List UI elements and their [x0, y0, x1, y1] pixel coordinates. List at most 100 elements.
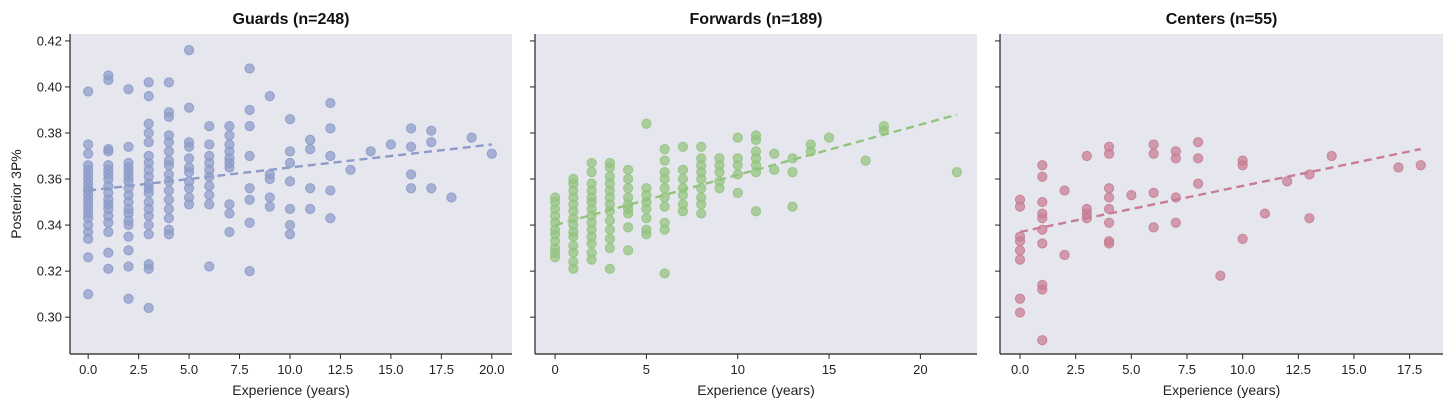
data-point	[1059, 249, 1070, 261]
data-point	[659, 173, 670, 185]
data-point	[163, 137, 174, 148]
data-point	[1014, 254, 1026, 265]
data-point	[103, 217, 114, 228]
data-point	[604, 243, 615, 254]
data-point	[345, 164, 356, 175]
data-point	[305, 203, 316, 215]
data-point	[163, 146, 174, 157]
y-axis-label: Posterior 3P%	[8, 149, 24, 238]
data-point	[163, 111, 174, 122]
data-point	[1103, 203, 1115, 215]
scatter-points	[83, 45, 497, 314]
data-point	[224, 199, 235, 210]
data-point	[264, 173, 275, 185]
data-point	[696, 173, 707, 185]
data-point	[204, 139, 215, 150]
data-point	[183, 153, 195, 164]
data-point	[1415, 160, 1426, 171]
panel-2: Centers (n=55) 0.0 2.5 5.0 7.5 10.0 12.5 15.0 17…	[995, 11, 1443, 398]
data-point	[659, 201, 670, 212]
x-tick-label: 0	[551, 362, 558, 377]
data-point	[244, 63, 255, 74]
data-point	[1059, 185, 1070, 196]
data-point	[1170, 153, 1181, 164]
data-point	[623, 222, 634, 233]
data-point	[224, 208, 235, 219]
data-point	[604, 263, 615, 274]
data-point	[284, 146, 296, 157]
data-point	[1037, 284, 1048, 295]
data-point	[244, 150, 255, 162]
data-point	[224, 130, 235, 141]
data-point	[714, 167, 725, 178]
x-tick-label: 5.0	[180, 362, 198, 377]
data-point	[163, 160, 174, 171]
panel-title: Guards (n=248)	[233, 11, 350, 28]
data-point	[641, 203, 652, 215]
data-point	[466, 132, 477, 143]
data-point	[1103, 217, 1115, 228]
data-point	[244, 183, 255, 194]
data-point	[1148, 139, 1159, 150]
data-point	[264, 192, 275, 203]
x-tick-label: 0.0	[1011, 362, 1029, 377]
data-point	[1237, 233, 1248, 244]
data-point	[426, 137, 437, 148]
data-point	[659, 192, 670, 203]
data-point	[325, 213, 336, 224]
data-point	[1103, 192, 1115, 203]
panel-0: Guards (n=248) 0.30 0.32 0.34 0.36 0.38 0.40 0.…	[8, 11, 512, 398]
data-point	[1014, 245, 1026, 256]
data-point	[284, 229, 296, 240]
x-tick-label: 2.5	[1067, 362, 1085, 377]
data-point	[244, 104, 255, 116]
data-point	[1126, 190, 1137, 201]
data-point	[1170, 217, 1181, 228]
data-point	[604, 162, 615, 173]
data-point	[1193, 178, 1204, 189]
data-point	[123, 261, 134, 272]
data-point	[1193, 137, 1204, 148]
data-point	[305, 134, 316, 145]
data-point	[123, 141, 134, 152]
data-point	[183, 199, 195, 210]
data-point	[264, 201, 275, 212]
trend-line	[88, 143, 492, 192]
data-point	[325, 97, 336, 109]
trend-line	[1019, 147, 1421, 234]
data-point	[568, 247, 579, 258]
data-point	[204, 261, 215, 272]
data-point	[143, 118, 154, 129]
x-tick-label: 0.0	[79, 362, 97, 377]
data-point	[83, 252, 94, 263]
data-point	[244, 120, 255, 132]
x-tick-label: 7.5	[1178, 362, 1196, 377]
data-point	[123, 293, 134, 304]
data-point	[1148, 148, 1159, 159]
data-point	[677, 173, 689, 185]
data-point	[305, 144, 316, 155]
plot-area	[1000, 34, 1443, 354]
data-point	[325, 185, 336, 196]
x-tick-label: 15.0	[1341, 362, 1366, 377]
data-point	[83, 139, 94, 150]
data-point	[586, 157, 597, 169]
x-tick-label: 5.0	[1122, 362, 1140, 377]
data-point	[623, 208, 634, 219]
data-point	[224, 226, 235, 238]
x-tick-label: 10.0	[1230, 362, 1255, 377]
data-point	[1037, 335, 1048, 346]
data-point	[204, 190, 215, 201]
data-point	[677, 141, 689, 152]
data-point	[204, 199, 215, 210]
data-point	[677, 164, 689, 175]
x-tick-label: 17.5	[1397, 362, 1422, 377]
data-point	[284, 176, 296, 187]
trend-line	[554, 113, 958, 227]
data-point	[103, 263, 114, 274]
data-point	[1014, 307, 1026, 318]
data-point	[405, 141, 417, 152]
data-point	[224, 120, 235, 132]
data-point	[103, 146, 114, 157]
data-point	[696, 208, 707, 219]
